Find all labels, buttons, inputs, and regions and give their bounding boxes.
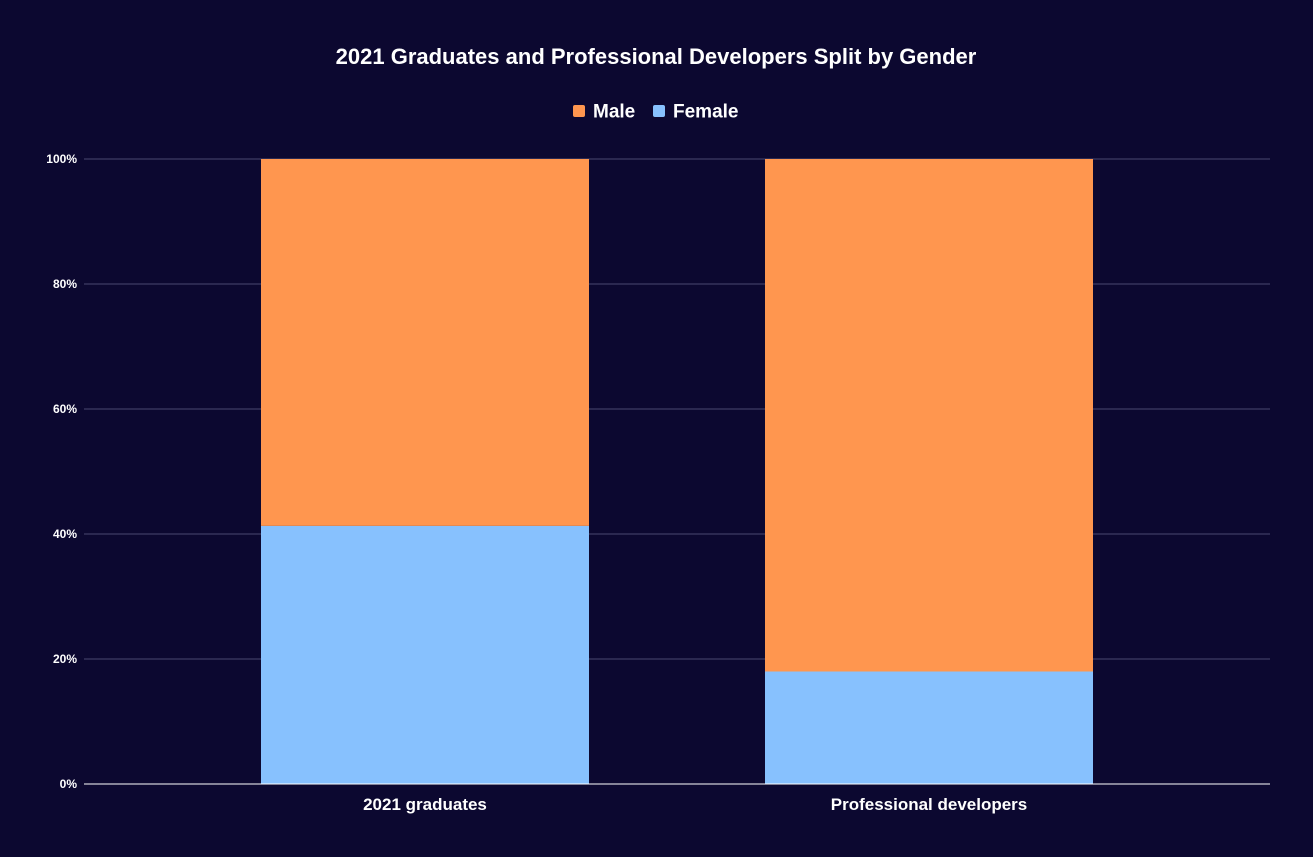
y-tick-label: 0%: [60, 777, 78, 791]
legend-swatch-male: [573, 105, 585, 117]
y-tick-label: 80%: [53, 277, 77, 291]
y-tick-label: 40%: [53, 527, 77, 541]
legend: Male Female: [573, 102, 738, 123]
bar-male-2: [765, 159, 1093, 672]
y-tick-label: 60%: [53, 402, 77, 416]
legend-label-male: Male: [593, 102, 635, 123]
bar-male-1: [261, 159, 589, 526]
x-category-label: Professional developers: [831, 795, 1028, 814]
bar-female-1: [261, 525, 589, 784]
y-axis-tick-labels: 0% 20% 40% 60% 80% 100%: [46, 152, 77, 791]
bar-female-2: [765, 671, 1093, 784]
bars: [261, 159, 1093, 784]
x-axis-category-labels: 2021 graduates Professional developers: [363, 795, 1027, 814]
y-tick-label: 20%: [53, 652, 77, 666]
legend-swatch-female: [653, 105, 665, 117]
chart-title: 2021 Graduates and Professional Develope…: [336, 44, 977, 69]
legend-label-female: Female: [673, 102, 738, 123]
y-tick-label: 100%: [46, 152, 77, 166]
x-category-label: 2021 graduates: [363, 795, 487, 814]
